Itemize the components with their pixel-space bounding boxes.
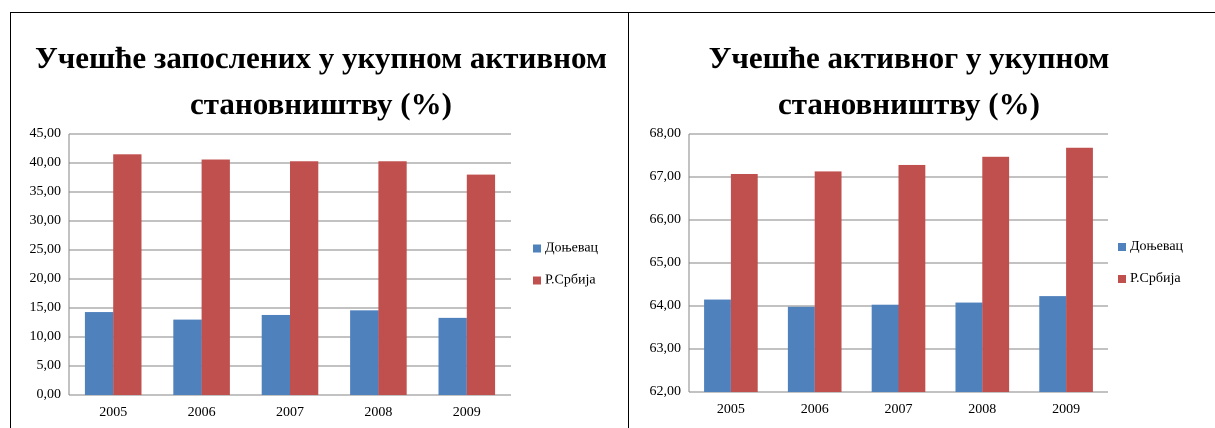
legend-label: Доњевац (1130, 239, 1184, 254)
y-tick-label: 35,00 (30, 184, 62, 199)
x-tick-label: 2008 (968, 402, 996, 417)
legend-label: Р.Србија (545, 273, 596, 288)
chart: 0,00 5,00 10,00 15,00 20,00 25,00 30,00 35,00 40… (30, 126, 599, 420)
x-tick-label: 2009 (453, 405, 481, 420)
y-tick-label: 0,00 (37, 387, 62, 402)
y-tick-label: 5,00 (37, 358, 62, 373)
y-tick-label: 15,00 (30, 300, 62, 315)
bar (173, 319, 202, 395)
x-tick-label: 2005 (717, 402, 745, 417)
y-tick-label: 30,00 (30, 213, 62, 228)
bar (113, 154, 142, 395)
bar (955, 302, 983, 392)
bar (1066, 147, 1093, 392)
bar (1039, 296, 1067, 392)
y-tick-label: 10,00 (30, 329, 62, 344)
y-tick-label: 62,00 (650, 384, 682, 399)
bar (350, 310, 379, 395)
y-tick-label: 45,00 (30, 126, 62, 141)
legend-swatch (533, 244, 541, 253)
x-tick-label: 2007 (885, 402, 913, 417)
x-tick-label: 2006 (188, 405, 216, 420)
y-tick-label: 40,00 (30, 155, 62, 170)
bar (378, 161, 407, 395)
bar (84, 312, 114, 395)
x-tick-label: 2006 (801, 402, 829, 417)
legend-swatch (1118, 275, 1126, 283)
y-tick-label: 64,00 (650, 298, 682, 313)
bar (982, 156, 1010, 392)
bar (730, 173, 758, 392)
legend-label: Р.Србија (1130, 271, 1181, 286)
chart-title: Учешће активног у укупном становништву (… (708, 40, 1110, 121)
y-tick-label: 65,00 (650, 255, 682, 270)
bar (261, 314, 290, 395)
bar (438, 317, 467, 395)
bar (290, 161, 319, 395)
bar (871, 304, 899, 392)
chart-panel: Учешће запослених у укупном активном ста… (10, 12, 629, 428)
bar (898, 164, 926, 392)
y-tick-label: 66,00 (650, 212, 682, 227)
bar (787, 306, 815, 392)
x-tick-label: 2005 (99, 405, 127, 420)
x-tick-label: 2007 (276, 405, 304, 420)
y-tick-label: 68,00 (650, 126, 682, 141)
chart-panel: Учешће активног у укупном становништву (… (628, 12, 1215, 428)
bar (466, 174, 496, 395)
bar (704, 299, 731, 392)
chart-title: Учешће запослених у укупном активном ста… (35, 40, 607, 121)
legend-swatch (1118, 243, 1126, 251)
y-tick-label: 63,00 (650, 341, 682, 356)
bar (814, 171, 842, 392)
y-tick-label: 25,00 (30, 242, 62, 257)
legend-swatch (533, 276, 541, 285)
bar (201, 159, 230, 395)
x-tick-label: 2008 (364, 405, 392, 420)
y-tick-label: 67,00 (650, 169, 682, 184)
chart: 62,00 63,00 64,00 65,00 66,00 67,00 68,00 2005 2… (650, 126, 1184, 417)
x-tick-label: 2009 (1052, 402, 1080, 417)
legend-label: Доњевац (545, 241, 599, 256)
y-tick-label: 20,00 (30, 271, 62, 286)
